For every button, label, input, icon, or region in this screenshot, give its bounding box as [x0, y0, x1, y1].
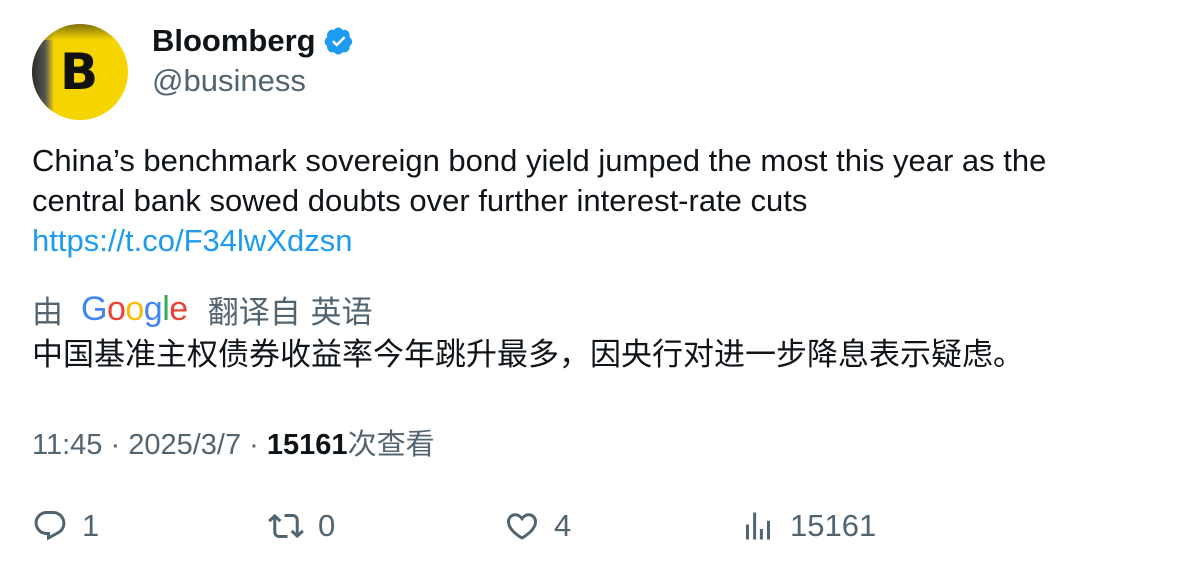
like-count: 4 [554, 508, 572, 543]
author-name-row: Bloomberg [152, 22, 354, 60]
reply-icon [34, 511, 66, 541]
reply-button[interactable]: 1 [32, 508, 99, 544]
avatar-shade [32, 24, 54, 120]
view-count-label: 次查看 [347, 427, 435, 461]
tweet-time[interactable]: 11:45 [32, 429, 103, 461]
view-count: 15161 [266, 429, 348, 461]
tweet-text: China’s benchmark sovereign bond yield j… [32, 141, 1152, 261]
repost-button[interactable]: 0 [268, 508, 335, 544]
tweet-date[interactable]: 2025/3/7 [128, 429, 242, 461]
translated-text: 中国基准主权债券收益率今年跳升最多，因央行对进一步降息表示疑虑。 [32, 337, 1024, 373]
repost-count: 0 [318, 508, 336, 543]
views-chart-icon [746, 512, 770, 540]
tweet-text-line-1: China’s benchmark sovereign bond yield j… [32, 143, 1047, 178]
meta-separator: · [249, 429, 259, 461]
tweet-text-line-2: central bank sowed doubts over further i… [32, 183, 808, 218]
heart-icon [506, 513, 538, 540]
action-bar: 1 0 4 15161 [32, 508, 1162, 556]
translation-suffix: 翻译自 英语 [207, 295, 373, 331]
repost-icon [268, 513, 304, 539]
verified-badge-icon[interactable] [324, 26, 354, 56]
author-name[interactable]: Bloomberg [152, 23, 316, 58]
tweet-meta: 11:45 · 2025/3/7 · 15161次查看 [32, 424, 435, 465]
reply-count: 1 [82, 508, 100, 543]
google-logo[interactable]: Google [81, 290, 188, 328]
views-count: 15161 [790, 508, 877, 543]
translation-attribution: 由 Google 翻译自 英语 [32, 287, 373, 332]
avatar-letter: B [60, 43, 99, 101]
avatar-topbar [32, 24, 128, 40]
author-handle[interactable]: @business [152, 63, 306, 98]
meta-separator: · [110, 429, 121, 461]
views-button[interactable]: 15161 [740, 508, 876, 544]
like-button[interactable]: 4 [504, 508, 571, 544]
tweet-link[interactable]: https://t.co/F34lwXdzsn [32, 223, 353, 258]
translation-prefix: 由 [32, 295, 63, 331]
avatar[interactable]: B [32, 24, 128, 120]
